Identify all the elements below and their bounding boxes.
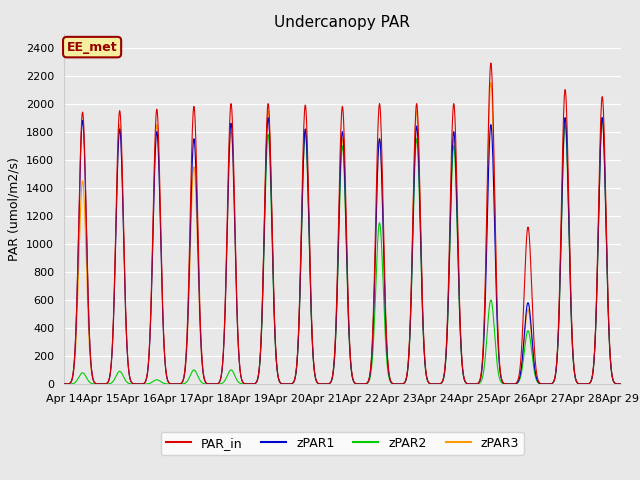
- Legend: PAR_in, zPAR1, zPAR2, zPAR3: PAR_in, zPAR1, zPAR2, zPAR3: [161, 432, 524, 455]
- Title: Undercanopy PAR: Undercanopy PAR: [275, 15, 410, 30]
- Y-axis label: PAR (umol/m2/s): PAR (umol/m2/s): [8, 157, 20, 261]
- Text: EE_met: EE_met: [67, 41, 117, 54]
